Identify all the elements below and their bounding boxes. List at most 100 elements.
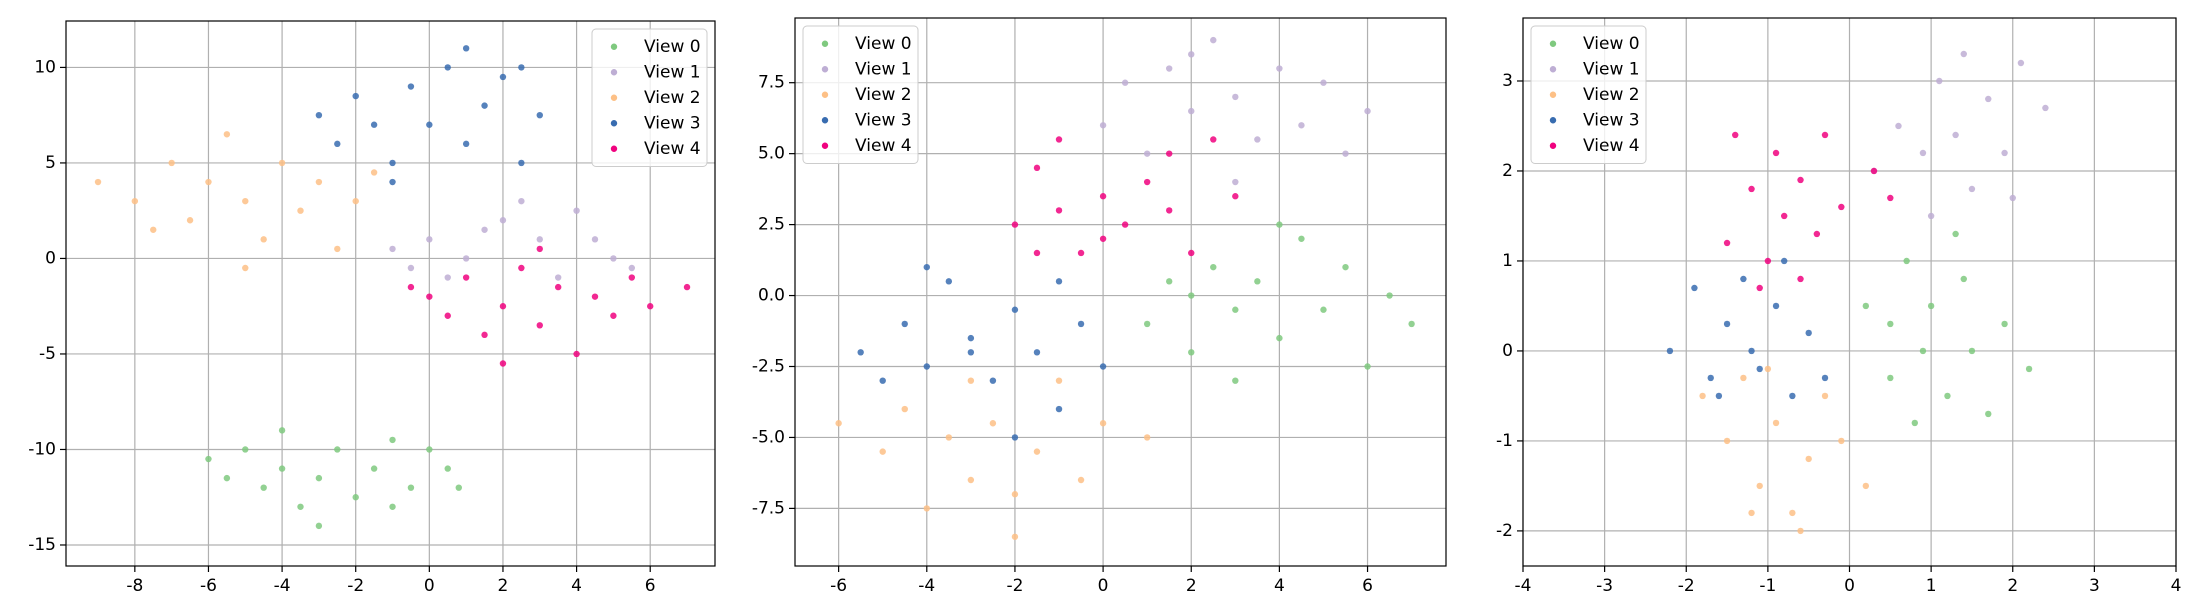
x-tick-label: -1 [1759, 576, 1776, 596]
point [1033, 164, 1041, 172]
point [536, 245, 543, 253]
point [945, 434, 953, 441]
legend-marker [1549, 142, 1557, 149]
point [1911, 419, 1919, 427]
point [1903, 257, 1910, 265]
point [1210, 136, 1217, 143]
point [1838, 437, 1845, 445]
point [989, 377, 997, 384]
point [1781, 212, 1788, 220]
y-tick-label: 3 [1502, 71, 1513, 91]
point [131, 197, 139, 205]
point [1968, 185, 1976, 193]
point [1772, 302, 1780, 310]
point [407, 484, 415, 491]
point [389, 503, 396, 510]
point [352, 197, 359, 205]
point [1960, 50, 1967, 58]
point [462, 45, 470, 52]
point [389, 436, 396, 444]
x-tick-label: -2 [347, 576, 364, 596]
point [260, 236, 267, 243]
point [1254, 278, 1261, 285]
point [879, 448, 886, 455]
point [1887, 374, 1894, 382]
point [2042, 104, 2049, 112]
point [334, 140, 341, 148]
point [1952, 230, 1959, 238]
legend-box [1530, 25, 1647, 164]
point [967, 349, 975, 356]
point [1210, 36, 1217, 44]
point [481, 331, 488, 339]
point [1099, 122, 1107, 129]
point [1099, 420, 1107, 427]
point [462, 274, 470, 281]
point [610, 312, 617, 319]
legend-marker [821, 117, 829, 124]
point [1298, 122, 1305, 129]
point [1887, 320, 1894, 328]
point [1210, 263, 1217, 271]
point [2017, 59, 2025, 67]
x-tick-label: -4 [918, 576, 935, 596]
point [315, 111, 323, 119]
x-tick-label: 2 [2007, 576, 2018, 596]
legend-marker [821, 142, 829, 149]
legend-label: View 3 [1583, 110, 1640, 130]
point [426, 121, 433, 128]
point [1386, 292, 1393, 299]
x-tick-label: -8 [126, 576, 143, 596]
point [1985, 410, 1992, 418]
point [1805, 329, 1812, 337]
point [945, 278, 953, 285]
point [481, 102, 488, 109]
point [989, 420, 997, 427]
point [1732, 131, 1739, 139]
point [1772, 419, 1780, 427]
point [1298, 235, 1305, 242]
point [499, 360, 507, 367]
point [1011, 434, 1019, 441]
point [1055, 377, 1063, 384]
point [1944, 392, 1951, 400]
point [407, 283, 415, 291]
point [1232, 193, 1239, 200]
x-tick-label: 6 [1362, 576, 1373, 596]
point [370, 121, 378, 128]
x-tick-label: 3 [2089, 576, 2100, 596]
legend-marker [1549, 117, 1557, 124]
point [370, 465, 378, 472]
point [1188, 249, 1195, 257]
legend-label: View 0 [855, 34, 912, 54]
point [1919, 149, 1927, 157]
point [1055, 405, 1063, 413]
point [1077, 320, 1085, 328]
y-tick-label: 0 [1502, 341, 1513, 361]
legend-label: View 1 [1583, 59, 1640, 79]
point [315, 178, 323, 186]
legend-label: View 0 [644, 37, 701, 57]
legend-label: View 4 [644, 139, 701, 159]
point [879, 377, 886, 384]
point [1011, 221, 1019, 228]
point [923, 363, 930, 370]
point [573, 207, 580, 214]
point [1188, 292, 1195, 299]
point [444, 465, 451, 472]
y-tick-label: -15 [28, 535, 56, 555]
y-tick-label: -1 [1496, 431, 1513, 451]
y-tick-label: 10 [34, 57, 56, 77]
point [297, 503, 304, 510]
point [1364, 107, 1371, 115]
point [1781, 257, 1788, 265]
legend: View 0 View 1 View 2 View 3 View 4 [1530, 25, 1647, 164]
y-tick-label: 2.5 [758, 215, 785, 235]
point [1756, 365, 1763, 373]
point [1188, 51, 1195, 58]
point [205, 178, 212, 186]
point [444, 312, 451, 319]
point [1254, 136, 1261, 143]
